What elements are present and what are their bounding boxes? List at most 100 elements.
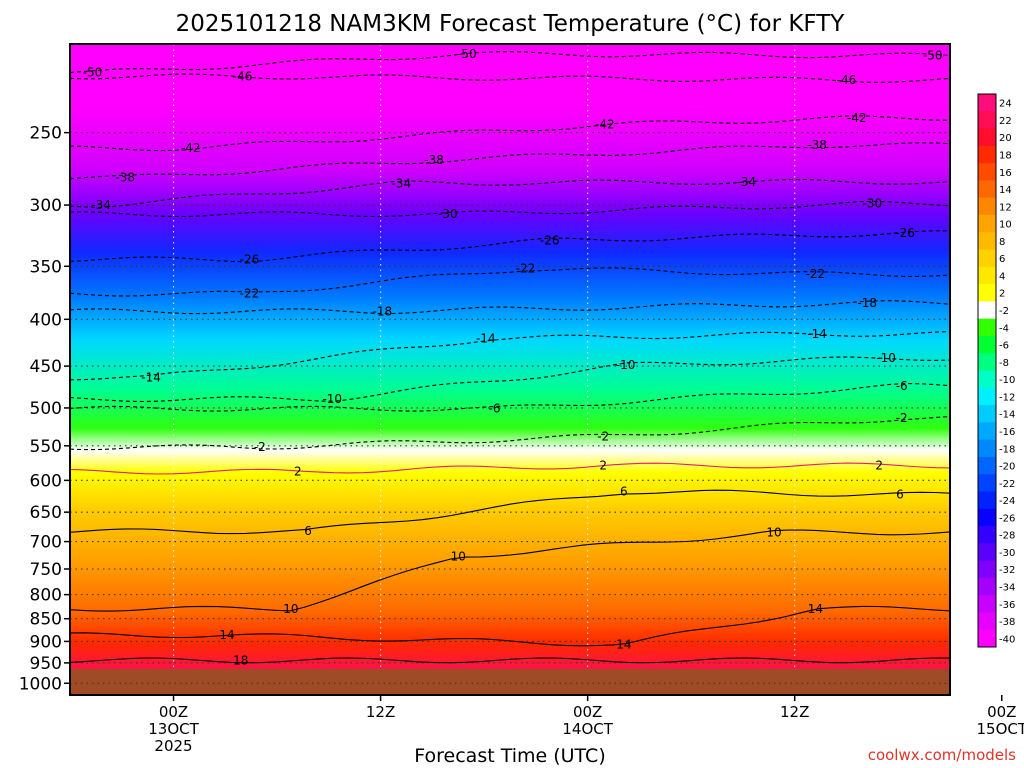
contour-label: -14 (807, 327, 827, 341)
colorbar-swatch (978, 214, 996, 233)
contour-label: -38 (424, 153, 444, 167)
colorbar-label: -18 (999, 444, 1015, 455)
colorbar-swatch (978, 474, 996, 492)
colorbar-label: 22 (999, 116, 1012, 127)
colorbar-frame (977, 93, 997, 648)
contour-label: 2 (599, 459, 607, 473)
colorbar-label: 4 (999, 271, 1005, 282)
colorbar-label: 16 (999, 168, 1012, 179)
x-tick-label: 14OCT (562, 720, 613, 738)
contour-label: -22 (240, 287, 260, 301)
contour-label: -38 (807, 138, 827, 152)
colorbar-swatch (978, 526, 996, 544)
colorbar-swatch (978, 111, 996, 130)
contour-label: -6 (488, 402, 500, 416)
contour-label: 2 (294, 465, 302, 479)
contour-line (69, 178, 951, 208)
contour-label: -18 (373, 304, 393, 318)
y-tick-label: 550 (30, 437, 62, 457)
colorbar-swatch (978, 318, 996, 337)
contour-label: -34 (737, 175, 757, 189)
contour-label: 10 (283, 602, 298, 616)
y-tick-label: 1000 (19, 674, 62, 694)
colorbar-swatch (978, 456, 996, 475)
colorbar-label: -2 (999, 306, 1009, 317)
contour-label: 18 (233, 653, 248, 667)
contour-label: -42 (847, 111, 867, 125)
y-tick-label: 900 (30, 632, 62, 652)
colorbar-label: -8 (999, 358, 1009, 369)
chart-title: 2025101218 NAM3KM Forecast Temperature (… (176, 11, 846, 37)
y-tick-label: 750 (30, 560, 62, 580)
contour-label: -14 (476, 332, 496, 346)
contour-line (69, 489, 951, 535)
x-tick-label: 2025 (154, 737, 192, 755)
colorbar-swatch (978, 387, 996, 406)
contour-label: -46 (837, 73, 857, 87)
colorbar-label: -16 (999, 427, 1015, 438)
contour-label: 10 (766, 525, 781, 539)
colorbar-swatch (978, 335, 996, 354)
contour-label: -42 (181, 141, 201, 155)
colorbar-label: -6 (999, 341, 1009, 352)
contour-line (69, 115, 951, 152)
contour-label: -10 (876, 351, 896, 365)
y-tick-label: 500 (30, 399, 62, 419)
colorbar-swatch (978, 180, 996, 199)
contour-label: -18 (857, 296, 877, 310)
colorbar-label: 24 (999, 99, 1012, 110)
colorbar-swatch (978, 560, 996, 579)
contour-label: -2 (254, 440, 266, 454)
y-axis: 2503003504004505005506006507007508008509… (19, 124, 70, 694)
colorbar-label: -12 (999, 392, 1015, 403)
colorbar-label: -24 (999, 496, 1015, 507)
colorbar-label: -4 (999, 323, 1009, 334)
colorbar-swatch (978, 94, 996, 112)
contour-label: -42 (595, 118, 615, 132)
y-tick-label: 600 (30, 471, 62, 491)
colorbar-label: -14 (999, 410, 1015, 421)
contour-label: -46 (233, 69, 253, 83)
x-tick-label: 00Z (987, 703, 1016, 721)
x-tick-label: 00Z (573, 703, 602, 721)
colorbar-label: -32 (999, 565, 1015, 576)
colorbar-label: -22 (999, 479, 1015, 490)
colorbar-swatch (978, 197, 996, 216)
contour-label: -30 (438, 207, 458, 221)
colorbar-label: -20 (999, 462, 1015, 473)
contour-label: -14 (141, 370, 161, 384)
colorbar-label: 6 (999, 254, 1005, 265)
colorbar-swatch (978, 405, 996, 423)
colorbar-legend: 24 22 20 18 16 14 12 10 8 6 4 2 -2 -4 -6 -8 -10 -12 -14 -16… (977, 93, 1015, 648)
contour-label: 14 (219, 628, 234, 642)
contour-labels: -50 -50 -50 -46 -46 -42 -42 -42 -38 -38 -38 -34 -34 -… (83, 47, 943, 668)
y-tick-label: 950 (30, 654, 62, 674)
colorbar-swatch (978, 439, 996, 458)
colorbar-label: 10 (999, 220, 1012, 231)
colorbar-label: -10 (999, 375, 1015, 386)
y-tick-label: 450 (30, 357, 62, 377)
contour-label: -2 (597, 429, 609, 443)
contour-line (69, 462, 951, 475)
plot-frame (69, 43, 951, 696)
contour-label: 10 (451, 550, 466, 564)
contour-label: -2 (896, 411, 908, 425)
x-tick-label: 15OCT (976, 720, 1024, 738)
contour-label: -30 (863, 197, 883, 211)
colorbar-swatch (978, 370, 996, 389)
y-tick-label: 300 (30, 196, 62, 216)
contour-label: 6 (620, 484, 628, 498)
contour-label: -6 (896, 379, 908, 393)
contour-label: 6 (304, 524, 312, 538)
contour-line (69, 529, 951, 612)
colorbar-label: 12 (999, 202, 1012, 213)
contour-label: -22 (516, 262, 536, 276)
grid-lines (70, 44, 1003, 684)
colorbar-label: -28 (999, 531, 1015, 542)
contour-line (69, 142, 951, 180)
colorbar-swatch (978, 249, 996, 268)
colorbar-label: -38 (999, 617, 1015, 628)
contour-label: -34 (91, 198, 111, 212)
colorbar-label: 18 (999, 150, 1012, 161)
